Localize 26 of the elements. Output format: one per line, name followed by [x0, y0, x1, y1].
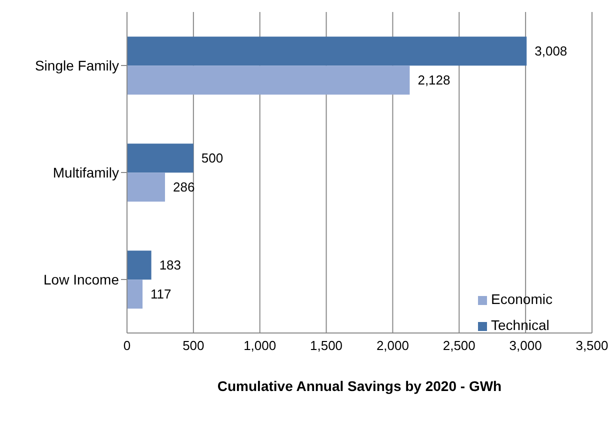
- data-label: 500: [201, 150, 224, 166]
- data-label: 183: [159, 258, 182, 273]
- x-tick-label: 3,500: [576, 338, 608, 354]
- bar: [127, 144, 194, 173]
- x-tick-label: 2,500: [442, 338, 476, 354]
- data-label: 3,008: [534, 44, 568, 59]
- x-axis-title: Cumulative Annual Savings by 2020 - GWh: [217, 378, 502, 394]
- data-label: 2,128: [418, 72, 450, 88]
- data-label: 117: [150, 286, 172, 302]
- bar: [127, 280, 143, 309]
- x-tick-label: 1,500: [310, 338, 343, 354]
- x-tick-label: 500: [182, 338, 204, 354]
- y-tick-label: Multifamily: [52, 164, 119, 180]
- bar: [127, 36, 527, 66]
- bar: [127, 172, 165, 202]
- x-tick-label: 3,000: [509, 338, 542, 354]
- x-tick-label: 2,000: [376, 338, 409, 354]
- y-tick-label: Low Income: [44, 271, 120, 288]
- x-tick-label: 0: [123, 338, 131, 354]
- x-tick-label: 1,000: [244, 338, 276, 354]
- bar: [127, 66, 410, 95]
- bar: [127, 250, 152, 280]
- data-label: 286: [172, 180, 195, 195]
- legend-label: Economic: [491, 291, 552, 307]
- legend-label: Technical: [491, 317, 550, 333]
- y-tick-label: Single Family: [34, 57, 119, 74]
